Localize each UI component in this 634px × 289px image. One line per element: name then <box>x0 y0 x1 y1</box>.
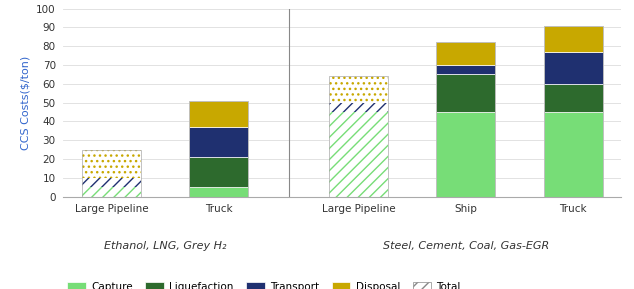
Bar <box>329 76 388 103</box>
Bar <box>190 157 249 187</box>
Bar <box>190 187 249 197</box>
Legend: Capture, Liquefaction, Transport, Disposal, Total: Capture, Liquefaction, Transport, Dispos… <box>63 278 465 289</box>
Y-axis label: CCS Costs($/ton): CCS Costs($/ton) <box>20 55 30 150</box>
Bar <box>190 127 249 157</box>
Bar <box>543 26 602 52</box>
Bar <box>436 75 495 112</box>
Text: Steel, Cement, Coal, Gas-EGR: Steel, Cement, Coal, Gas-EGR <box>383 241 549 251</box>
Bar <box>329 112 388 197</box>
Bar <box>190 101 249 127</box>
Bar <box>329 103 388 112</box>
Bar <box>329 103 388 112</box>
Bar <box>436 65 495 75</box>
Bar <box>543 26 602 197</box>
Bar <box>543 112 602 197</box>
Bar <box>82 187 141 197</box>
Bar <box>329 112 388 197</box>
Bar <box>82 178 141 187</box>
Bar <box>82 150 141 197</box>
Bar <box>190 101 249 197</box>
Bar <box>436 42 495 197</box>
Bar <box>543 84 602 112</box>
Bar <box>436 112 495 197</box>
Bar <box>329 76 388 197</box>
Bar <box>436 42 495 65</box>
Bar <box>82 150 141 178</box>
Bar <box>329 76 388 103</box>
Bar <box>82 187 141 197</box>
Bar <box>543 52 602 84</box>
Bar <box>82 178 141 187</box>
Bar <box>82 150 141 178</box>
Text: Ethanol, LNG, Grey H₂: Ethanol, LNG, Grey H₂ <box>104 241 226 251</box>
